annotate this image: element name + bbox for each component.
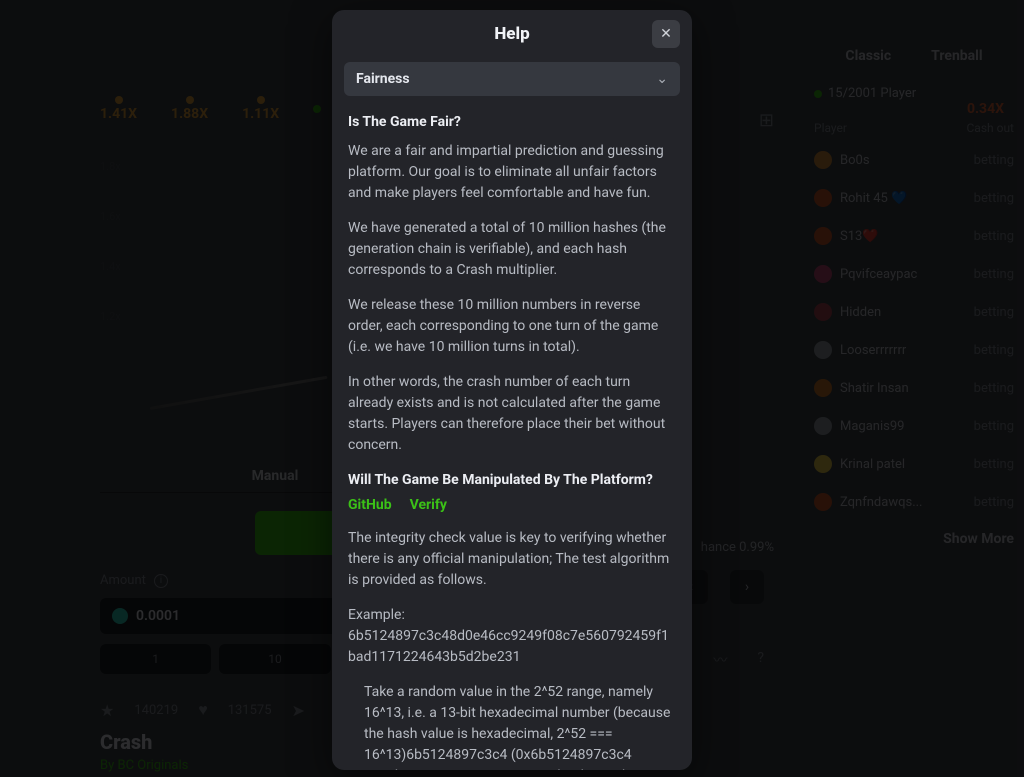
example-block: Example: 6b5124897c3c48d0e46cc9249f08c7e…	[348, 605, 676, 668]
modal-header: Help ✕	[332, 10, 692, 58]
question-2: Will The Game Be Manipulated By The Plat…	[348, 470, 676, 491]
paragraph: We have generated a total of 10 million …	[348, 218, 676, 281]
question-1: Is The Game Fair?	[348, 112, 676, 133]
close-icon: ✕	[660, 26, 672, 42]
example-hash: 6b5124897c3c48d0e46cc9249f08c7e560792459…	[348, 628, 669, 665]
verify-link[interactable]: Verify	[410, 495, 447, 516]
example-label: Example:	[348, 607, 405, 623]
modal-body[interactable]: Is The Game Fair? We are a fair and impa…	[332, 106, 692, 770]
paragraph: We are a fair and impartial prediction a…	[348, 141, 676, 204]
close-button[interactable]: ✕	[652, 20, 680, 48]
help-modal: Help ✕ Fairness ⌄ Is The Game Fair? We a…	[332, 10, 692, 770]
fairness-section-toggle[interactable]: Fairness ⌄	[344, 62, 680, 96]
section-label: Fairness	[356, 71, 410, 87]
paragraph: The integrity check value is key to veri…	[348, 528, 676, 591]
modal-title: Help	[494, 24, 529, 44]
paragraph: We release these 10 million numbers in r…	[348, 295, 676, 358]
verify-links: GitHub Verify	[348, 495, 676, 516]
step-1: Take a random value in the 2^52 range, n…	[348, 682, 676, 770]
github-link[interactable]: GitHub	[348, 495, 392, 516]
modal-overlay[interactable]: Help ✕ Fairness ⌄ Is The Game Fair? We a…	[0, 0, 1024, 777]
paragraph: In other words, the crash number of each…	[348, 372, 676, 456]
chevron-down-icon: ⌄	[656, 71, 668, 87]
